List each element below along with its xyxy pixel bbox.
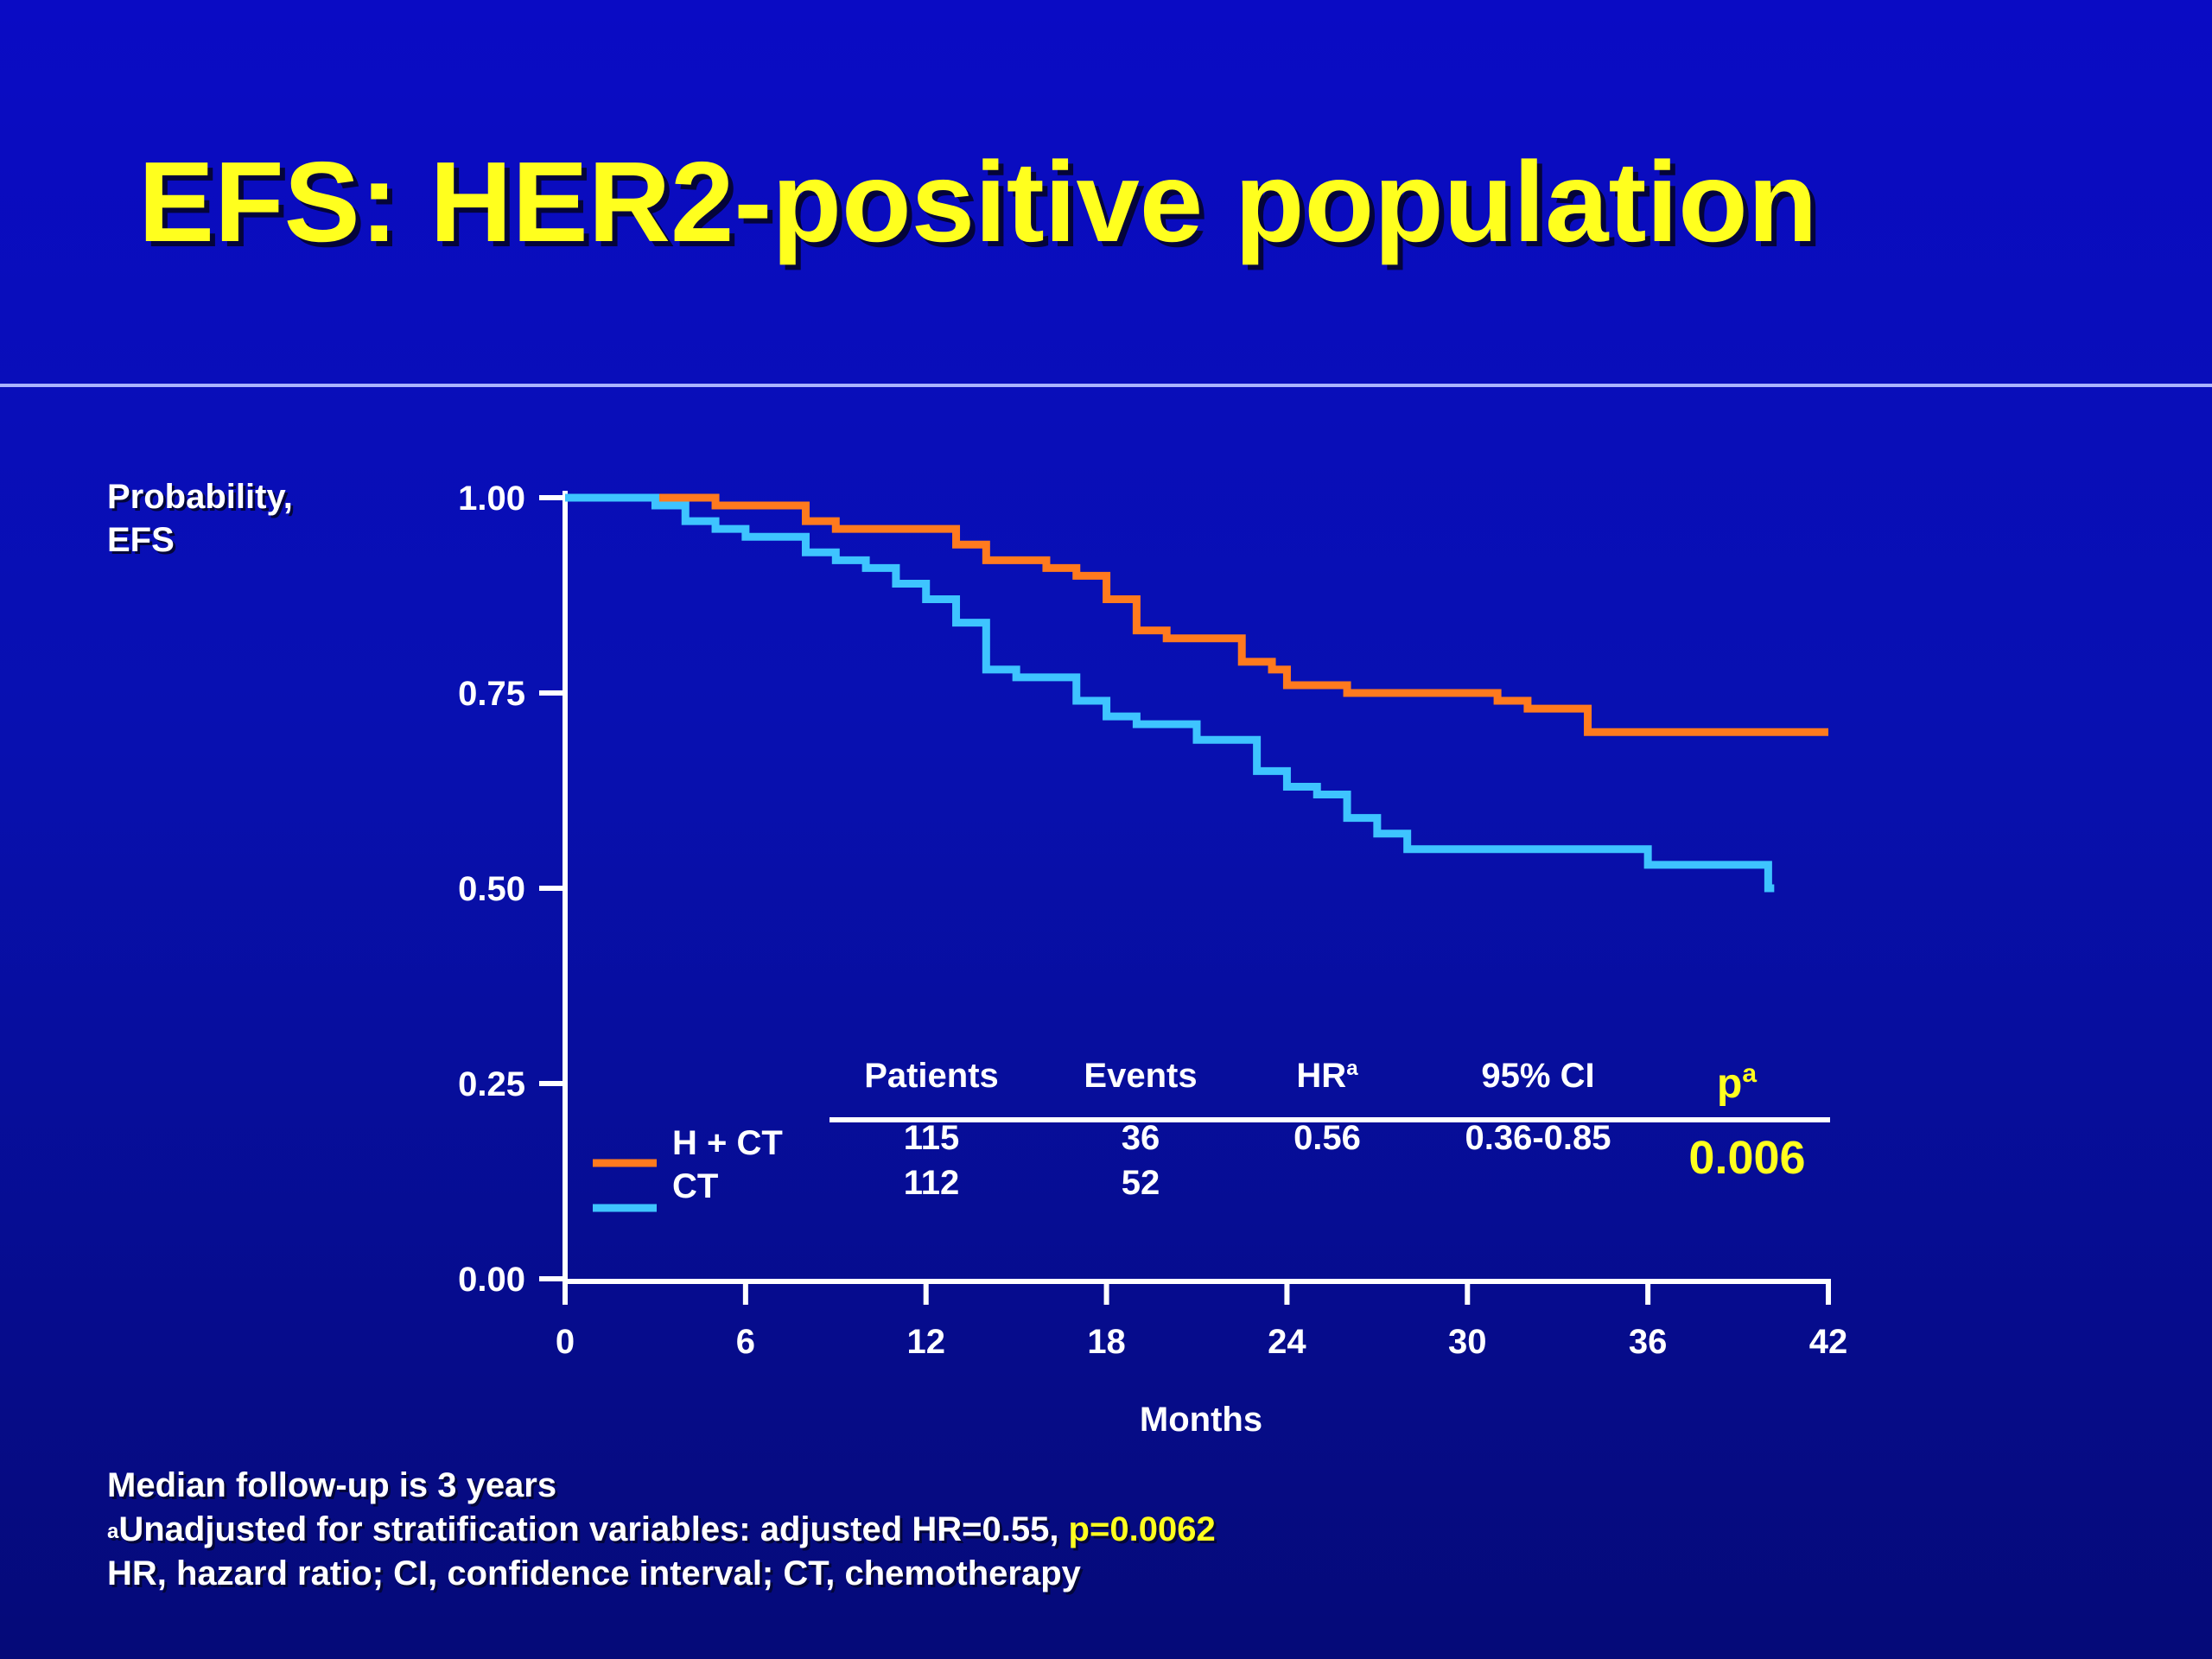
km-chart: 0.00 0.25 0.50 0.75 1.00 0 6 12 18 24 30 36 42 Months… <box>458 480 1848 1439</box>
x-tick-label: 0 <box>556 1323 575 1361</box>
series-line-h-ct <box>565 493 1828 736</box>
legend-label: H + CT <box>672 1124 783 1162</box>
table-header: Patients <box>864 1057 999 1095</box>
table-cell: 52 <box>1122 1164 1160 1202</box>
table-cell: 112 <box>904 1164 960 1202</box>
table-header-p: pa <box>1717 1059 1757 1107</box>
x-axis-label: Months <box>1140 1401 1262 1439</box>
x-tick-label: 12 <box>906 1323 945 1361</box>
y-tick-label: 1.00 <box>458 480 525 518</box>
y-tick-label: 0.25 <box>458 1065 525 1103</box>
footnotes: Median follow-up is 3 years aUnadjusted … <box>107 1464 1216 1596</box>
y-axis-label: Probability, EFS <box>107 475 293 562</box>
x-tick-label: 36 <box>1629 1323 1668 1361</box>
table-header: HRa <box>1296 1057 1358 1095</box>
footnote-line1: Median follow-up is 3 years <box>107 1466 557 1504</box>
legend-label: CT <box>672 1167 718 1205</box>
y-tick-label: 0.00 <box>458 1261 525 1299</box>
footnote-line2-text: Unadjusted for stratification variables:… <box>118 1510 1069 1548</box>
series-line-ct <box>565 493 1775 893</box>
footnote-line3: HR, hazard ratio; CI, confidence interva… <box>107 1554 1081 1592</box>
x-tick-label: 42 <box>1809 1323 1848 1361</box>
y-tick-label: 0.75 <box>458 675 525 713</box>
table-header-superscript: a <box>1346 1057 1358 1080</box>
table-cell: 36 <box>1122 1119 1160 1157</box>
table-header: Events <box>1084 1057 1197 1095</box>
table-cell: 0.56 <box>1294 1119 1361 1157</box>
x-tick-label: 30 <box>1448 1323 1487 1361</box>
footnote-superscript: a <box>107 1520 119 1543</box>
title-divider <box>0 384 2212 387</box>
y-tick-label: 0.50 <box>458 870 525 908</box>
slide-title: EFS: HER2-positive population <box>138 138 1818 265</box>
y-axis-label-line2: EFS <box>107 521 175 559</box>
footnote-line2: aUnadjusted for stratification variables… <box>107 1508 1216 1552</box>
table-p-value: 0.006 <box>1688 1132 1805 1184</box>
y-axis-label-line1: Probability, <box>107 478 293 516</box>
x-tick-label: 6 <box>736 1323 755 1361</box>
x-tick-label: 24 <box>1268 1323 1306 1361</box>
table-cell: 0.36-0.85 <box>1465 1119 1611 1157</box>
table-header-p-superscript: a <box>1742 1059 1757 1088</box>
x-tick-label: 18 <box>1087 1323 1126 1361</box>
footnote-adjusted-p: p=0.0062 <box>1068 1510 1216 1548</box>
table-header: 95% CI <box>1481 1057 1594 1095</box>
table-cell: 115 <box>904 1119 960 1157</box>
